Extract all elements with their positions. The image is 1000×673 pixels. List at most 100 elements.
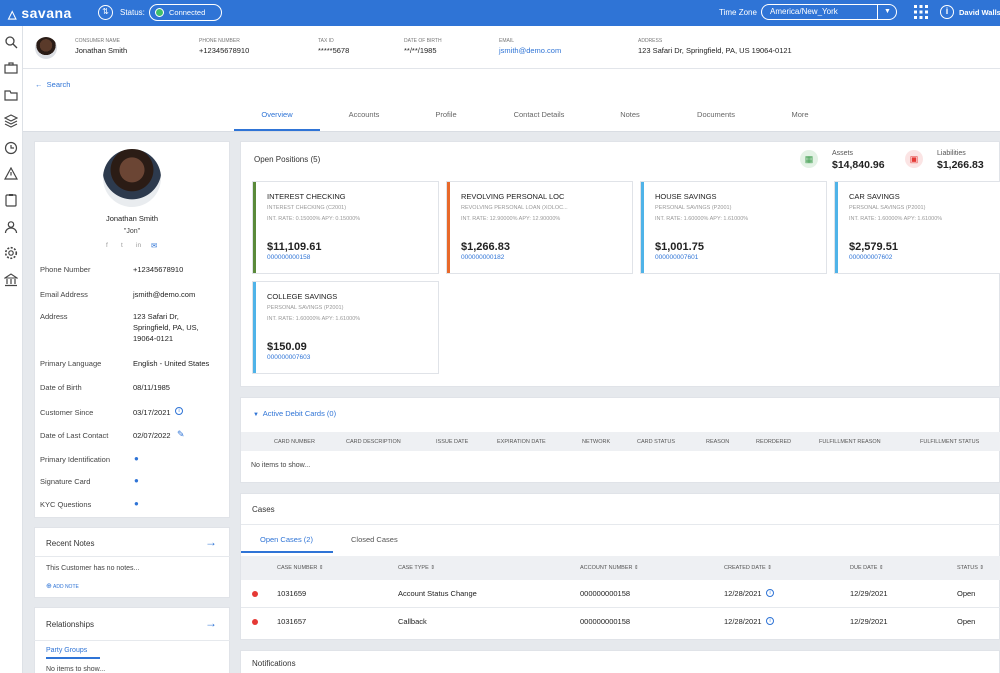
consumer-name: Jonathan Smith [75,46,128,55]
taxid-value: *****5678 [318,46,350,55]
clipboard-icon[interactable] [4,193,18,207]
edit-icon[interactable]: ✎ [177,429,185,439]
created-info-icon[interactable]: i [766,589,774,597]
tab-closed-cases[interactable]: Closed Cases [351,535,398,544]
col-fulfillment-reason[interactable]: FULFILLMENT REASON [819,439,881,445]
col-network[interactable]: NETWORK [582,439,611,445]
account-number-link[interactable]: 000000007603 [267,354,311,361]
user-icon[interactable] [4,220,18,234]
cases-title: Cases [252,505,275,514]
settings-gear-icon[interactable] [4,246,18,260]
add-note-button[interactable]: ⊕ ADD NOTE [46,582,79,590]
priority-dot-icon [252,619,258,625]
col-reordered[interactable]: REORDERED [756,439,792,445]
tab-contact-details[interactable]: Contact Details [513,110,565,119]
connection-icon: ⇅ [98,5,113,20]
mail-icon[interactable]: ✉ [151,241,158,250]
divider [34,556,230,557]
account-rates: INT. RATE: 12.90000% APY: 12.90000% [461,216,561,222]
tab-bar [23,102,1000,132]
case-number-link[interactable]: 1031657 [277,617,307,626]
timezone-label: Time Zone [719,8,757,17]
case-number-link[interactable]: 1031659 [277,589,307,598]
account-card[interactable]: COLLEGE SAVINGS PERSONAL SAVINGS (P2001)… [252,281,439,374]
chevron-down-icon[interactable]: ▼ [877,4,897,20]
bank-icon[interactable] [4,273,18,287]
sort-icon: ⇕ [979,565,985,571]
relationships-arrow-right-icon[interactable]: → [205,616,217,630]
account-card[interactable]: HOUSE SAVINGS PERSONAL SAVINGS (P2001) I… [640,181,827,274]
notifications-title: Notifications [252,659,296,668]
consumer-name-label: CONSUMER NAME [75,38,121,44]
col-card-description[interactable]: CARD DESCRIPTION [346,439,401,445]
col-issue-date[interactable]: ISSUE DATE [436,439,469,445]
chevron-down-icon: ▼ [253,412,259,418]
relationships-empty-text: No items to show... [46,666,106,673]
account-card[interactable]: CAR SAVINGS PERSONAL SAVINGS (P2001) INT… [834,181,1000,274]
email-link[interactable]: jsmith@demo.com [499,46,562,55]
sort-icon: ⇕ [767,565,772,571]
email-address-link[interactable]: jsmith@demo.com [133,290,196,299]
col-card-status[interactable]: CARD STATUS [637,439,675,445]
col-fulfillment-status[interactable]: FULFILLMENT STATUS [920,439,980,445]
user-name[interactable]: David Walls [959,8,1000,17]
folder-icon[interactable] [4,88,18,102]
customer-since-label: Customer Since [40,408,94,417]
view-signature-eye-icon[interactable]: ● [134,476,139,485]
account-color-bar [447,182,450,273]
col-reason[interactable]: REASON [706,439,730,445]
case-created: 12/28/2021 [724,589,762,598]
tab-notes[interactable]: Notes [620,110,640,119]
col-case-number[interactable]: CASE NUMBER ⇕ [277,565,323,571]
apps-grid-icon[interactable] [914,5,928,19]
col-due-date[interactable]: DUE DATE ⇕ [850,565,884,571]
status-toggle[interactable]: Connected [149,4,222,21]
last-contact-value: 02/07/2022 [133,431,171,440]
col-case-type[interactable]: CASE TYPE ⇕ [398,565,435,571]
search-icon[interactable] [4,35,18,49]
back-search-label: Search [46,80,71,89]
primary-language-value: English - United States [133,359,210,368]
tab-more[interactable]: More [791,110,809,119]
layers-icon[interactable] [4,114,18,128]
col-status[interactable]: STATUS ⇕ [957,565,984,571]
address-field-label: Address [40,312,68,321]
brand-logo[interactable]: △ savana [8,5,72,21]
clock-icon[interactable] [4,141,18,155]
case-due: 12/29/2021 [850,617,888,626]
linkedin-icon[interactable]: in [136,242,142,249]
col-expiration-date[interactable]: EXPIRATION DATE [497,439,546,445]
account-number-link[interactable]: 000000000182 [461,254,505,261]
tab-documents[interactable]: Documents [697,110,735,119]
account-number-link[interactable]: 000000007601 [655,254,699,261]
account-number-link[interactable]: 000000000158 [267,254,311,261]
view-identification-eye-icon[interactable]: ● [134,454,139,463]
customer-since-info-icon[interactable]: i [175,407,183,415]
col-account-number[interactable]: ACCOUNT NUMBER ⇕ [580,565,639,571]
tab-profile[interactable]: Profile [435,110,457,119]
warning-icon[interactable] [4,167,18,181]
col-created-date[interactable]: CREATED DATE ⇕ [724,565,772,571]
info-icon[interactable]: i [940,5,954,19]
tab-party-groups[interactable]: Party Groups [46,647,88,654]
notifications-panel [240,650,1000,673]
table-row[interactable] [241,580,1000,608]
account-card[interactable]: INTEREST CHECKING INTEREST CHECKING (C20… [252,181,439,274]
created-info-icon[interactable]: i [766,617,774,625]
view-kyc-eye-icon[interactable]: ● [134,499,139,508]
back-to-search-link[interactable]: ← Search [35,80,70,89]
twitter-icon[interactable]: t [121,242,123,249]
account-number-link[interactable]: 000000007602 [849,254,893,261]
tab-accounts[interactable]: Accounts [348,110,380,119]
briefcase-icon[interactable] [4,61,18,75]
facebook-icon[interactable]: f [106,242,108,249]
arrow-right-icon[interactable]: → [205,535,217,549]
assets-value: $14,840.96 [832,159,885,171]
col-card-number[interactable]: CARD NUMBER [274,439,315,445]
account-card[interactable]: REVOLVING PERSONAL LOC REVOLVING PERSONA… [446,181,633,274]
timezone-select[interactable]: America/New_York [761,4,897,20]
sort-icon: ⇕ [430,565,435,571]
tab-open-cases[interactable]: Open Cases (2) [260,535,313,544]
debit-cards-toggle[interactable]: ▼ Active Debit Cards (0) [253,409,336,418]
tab-overview[interactable]: Overview [261,110,293,119]
